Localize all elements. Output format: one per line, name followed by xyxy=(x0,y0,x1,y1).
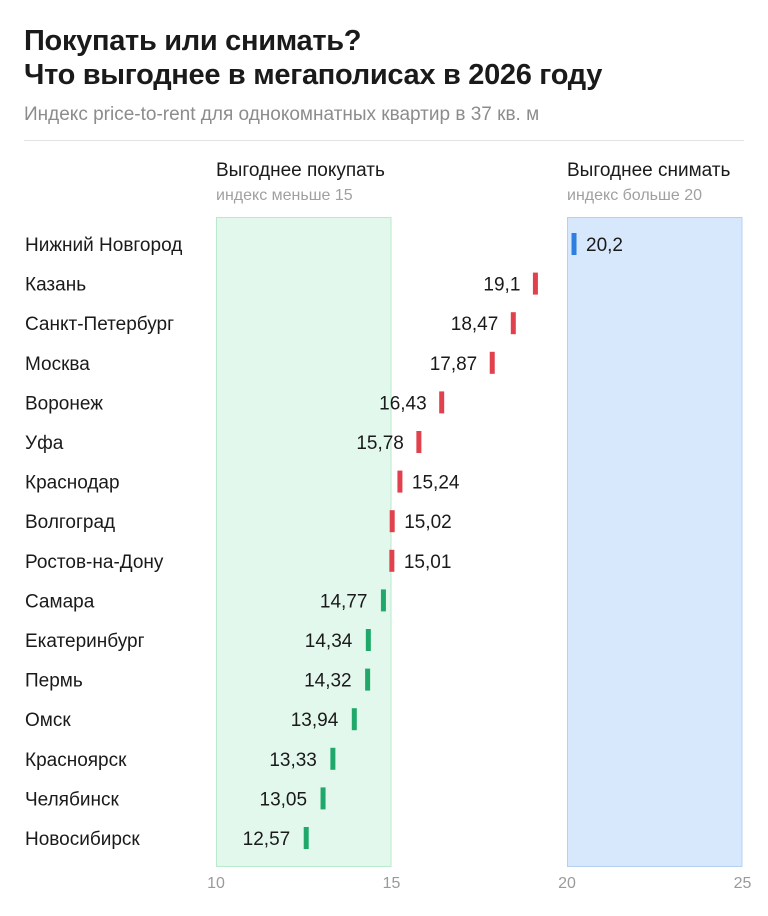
x-tick-label: 15 xyxy=(383,875,401,892)
x-tick-label: 10 xyxy=(207,875,225,892)
bar-mark xyxy=(489,351,495,374)
value-label: 13,33 xyxy=(269,750,317,771)
value-label: 15,02 xyxy=(404,512,452,533)
category-label: Ростов-на-Дону xyxy=(25,552,164,573)
bar-mark xyxy=(320,787,326,810)
value-label: 13,05 xyxy=(260,789,308,810)
category-label: Санкт-Петербург xyxy=(25,314,174,335)
value-label: 16,43 xyxy=(379,393,427,414)
bar-mark xyxy=(397,470,403,493)
value-label: 15,24 xyxy=(412,473,460,494)
category-label: Воронеж xyxy=(25,393,103,414)
value-label: 13,94 xyxy=(291,710,339,731)
rent-zone-title: Выгоднее снимать xyxy=(567,160,731,181)
rent-zone xyxy=(567,217,743,867)
chart-title: Покупать или снимать? Что выгоднее в мег… xyxy=(24,24,602,92)
category-label: Красноярск xyxy=(25,750,127,771)
value-label: 18,47 xyxy=(451,314,499,335)
chart-subtitle: Индекс price-to-rent для однокомнатных к… xyxy=(24,104,540,125)
x-tick-label: 25 xyxy=(734,875,752,892)
buy-zone-subtitle: индекс меньше 15 xyxy=(216,187,353,204)
bar-mark xyxy=(571,233,577,255)
value-label: 12,57 xyxy=(243,829,291,850)
bar-mark xyxy=(365,629,371,651)
buy-zone xyxy=(216,217,392,867)
bar-mark xyxy=(303,827,309,849)
value-label: 14,32 xyxy=(304,671,352,692)
category-label: Нижний Новгород xyxy=(25,235,182,256)
divider xyxy=(24,140,744,141)
value-label: 19,1 xyxy=(483,275,520,296)
x-tick-label: 20 xyxy=(558,875,576,892)
bar-mark xyxy=(330,747,336,770)
bar-mark xyxy=(416,431,422,453)
value-label: 15,01 xyxy=(404,552,452,573)
rent-zone-subtitle: индекс больше 20 xyxy=(567,187,702,204)
category-label: Казань xyxy=(25,275,86,296)
bar-mark xyxy=(532,272,538,295)
bar-mark xyxy=(365,668,371,691)
value-label: 20,2 xyxy=(586,235,623,256)
bar-mark xyxy=(439,391,445,414)
bar-mark xyxy=(389,549,395,572)
category-label: Краснодар xyxy=(25,473,120,494)
value-label: 14,77 xyxy=(320,591,368,612)
category-label: Волгоград xyxy=(25,512,115,533)
category-label: Омск xyxy=(25,710,71,731)
category-label: Челябинск xyxy=(25,789,119,810)
category-label: Екатеринбург xyxy=(25,631,145,652)
buy-zone-title: Выгоднее покупать xyxy=(216,160,385,181)
value-label: 15,78 xyxy=(356,433,404,454)
category-label: Москва xyxy=(25,354,90,375)
category-label: Уфа xyxy=(25,433,64,454)
bar-mark xyxy=(351,708,357,731)
value-label: 17,87 xyxy=(430,354,478,375)
bar-mark xyxy=(510,312,516,335)
title-line-2: Что выгоднее в мегаполисах в 2026 году xyxy=(24,59,603,91)
category-label: Пермь xyxy=(25,671,83,692)
bar-mark xyxy=(389,510,395,533)
category-label: Самара xyxy=(25,591,95,612)
value-label: 14,34 xyxy=(305,631,353,652)
bar-mark xyxy=(380,589,386,612)
title-line-1: Покупать или снимать? xyxy=(24,25,362,57)
category-label: Новосибирск xyxy=(25,829,140,850)
